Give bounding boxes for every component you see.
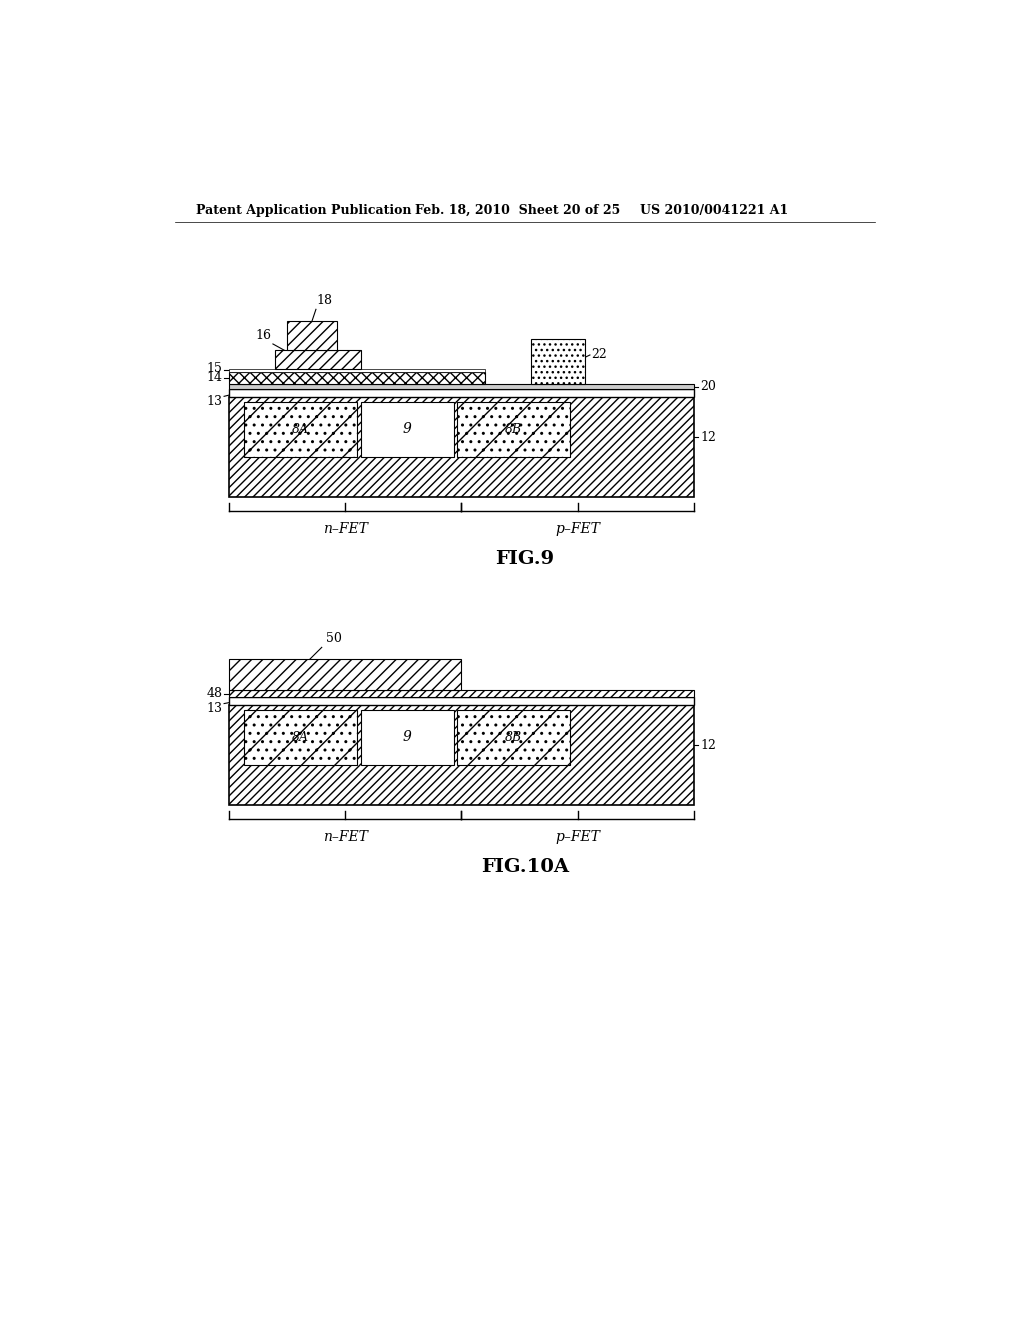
Text: 18: 18	[316, 294, 332, 308]
Text: n–FET: n–FET	[323, 521, 368, 536]
Bar	[245, 710, 356, 766]
Bar	[228, 705, 693, 805]
Bar	[228, 372, 484, 384]
Bar	[228, 389, 693, 397]
Text: Feb. 18, 2010  Sheet 20 of 25: Feb. 18, 2010 Sheet 20 of 25	[415, 205, 620, 218]
Text: 15: 15	[207, 362, 222, 375]
Text: 12: 12	[700, 739, 716, 751]
Text: 20: 20	[700, 380, 716, 393]
Text: 8B: 8B	[505, 422, 522, 436]
Bar	[228, 384, 693, 389]
Bar	[360, 710, 454, 766]
Bar	[228, 368, 484, 372]
Text: 13: 13	[207, 702, 222, 715]
Bar	[458, 710, 569, 766]
Bar	[275, 350, 360, 368]
Text: p–FET: p–FET	[555, 521, 600, 536]
Text: 16: 16	[255, 330, 271, 342]
Text: p–FET: p–FET	[555, 830, 600, 843]
Text: 48: 48	[207, 686, 222, 700]
Text: 14: 14	[207, 371, 222, 384]
Bar	[228, 397, 693, 498]
Text: 50: 50	[326, 632, 341, 645]
Text: 8A: 8A	[292, 731, 309, 744]
Bar	[228, 689, 693, 697]
Bar	[360, 401, 454, 457]
Text: 8B: 8B	[505, 731, 522, 744]
Text: US 2010/0041221 A1: US 2010/0041221 A1	[640, 205, 787, 218]
Bar	[458, 401, 569, 457]
Text: FIG.9: FIG.9	[496, 549, 554, 568]
Text: 13: 13	[207, 395, 222, 408]
Text: 22: 22	[592, 348, 607, 362]
Text: FIG.10A: FIG.10A	[481, 858, 568, 875]
Text: 12: 12	[700, 430, 716, 444]
Text: 9: 9	[402, 730, 412, 744]
Text: 8A: 8A	[292, 422, 309, 436]
Bar	[531, 339, 586, 384]
Text: 9: 9	[402, 422, 412, 437]
Bar	[245, 401, 356, 457]
Bar	[228, 659, 461, 689]
Text: n–FET: n–FET	[323, 830, 368, 843]
Text: Patent Application Publication: Patent Application Publication	[197, 205, 412, 218]
Bar	[228, 697, 693, 705]
Bar	[287, 321, 337, 350]
